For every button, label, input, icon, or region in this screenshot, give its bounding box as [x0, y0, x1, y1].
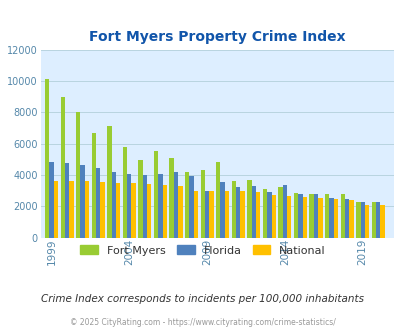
- Bar: [340, 194, 344, 238]
- Bar: [189, 177, 193, 238]
- Bar: [53, 181, 58, 238]
- Bar: [278, 187, 282, 238]
- Bar: [348, 200, 353, 238]
- Bar: [80, 166, 85, 238]
- Bar: [215, 162, 220, 238]
- Bar: [122, 148, 127, 238]
- Bar: [107, 125, 111, 238]
- Bar: [313, 194, 318, 238]
- Title: Fort Myers Property Crime Index: Fort Myers Property Crime Index: [89, 30, 345, 44]
- Bar: [266, 192, 271, 238]
- Bar: [247, 181, 251, 238]
- Bar: [60, 97, 65, 238]
- Bar: [92, 133, 96, 238]
- Bar: [379, 206, 384, 238]
- Bar: [69, 181, 73, 238]
- Bar: [205, 190, 209, 238]
- Bar: [255, 192, 260, 238]
- Bar: [286, 196, 291, 238]
- Bar: [309, 194, 313, 238]
- Bar: [344, 199, 348, 238]
- Bar: [147, 184, 151, 238]
- Bar: [85, 181, 89, 238]
- Bar: [142, 175, 147, 238]
- Bar: [355, 202, 360, 238]
- Bar: [169, 158, 173, 238]
- Bar: [364, 205, 368, 238]
- Bar: [178, 186, 182, 238]
- Bar: [209, 190, 213, 238]
- Bar: [193, 190, 198, 238]
- Bar: [235, 187, 240, 238]
- Text: Crime Index corresponds to incidents per 100,000 inhabitants: Crime Index corresponds to incidents per…: [41, 294, 364, 304]
- Bar: [282, 185, 286, 238]
- Bar: [65, 163, 69, 238]
- Bar: [224, 191, 229, 238]
- Bar: [45, 79, 49, 238]
- Bar: [200, 170, 205, 238]
- Legend: Fort Myers, Florida, National: Fort Myers, Florida, National: [76, 241, 329, 260]
- Bar: [240, 191, 244, 238]
- Bar: [76, 112, 80, 238]
- Bar: [360, 202, 364, 238]
- Bar: [231, 181, 235, 238]
- Bar: [153, 151, 158, 238]
- Bar: [220, 182, 224, 238]
- Bar: [251, 186, 255, 238]
- Bar: [271, 195, 275, 238]
- Bar: [115, 183, 120, 238]
- Bar: [328, 198, 333, 238]
- Bar: [333, 199, 337, 238]
- Bar: [100, 182, 104, 238]
- Bar: [262, 189, 266, 238]
- Bar: [49, 162, 53, 238]
- Bar: [298, 194, 302, 238]
- Bar: [318, 198, 322, 238]
- Bar: [293, 193, 298, 238]
- Bar: [302, 197, 306, 238]
- Bar: [127, 174, 131, 238]
- Bar: [111, 172, 115, 238]
- Bar: [131, 183, 136, 238]
- Bar: [185, 172, 189, 238]
- Text: © 2025 CityRating.com - https://www.cityrating.com/crime-statistics/: © 2025 CityRating.com - https://www.city…: [70, 318, 335, 327]
- Bar: [138, 160, 142, 238]
- Bar: [375, 202, 379, 238]
- Bar: [173, 172, 178, 238]
- Bar: [324, 194, 328, 238]
- Bar: [96, 168, 100, 238]
- Bar: [371, 202, 375, 238]
- Bar: [158, 174, 162, 238]
- Bar: [162, 185, 166, 238]
